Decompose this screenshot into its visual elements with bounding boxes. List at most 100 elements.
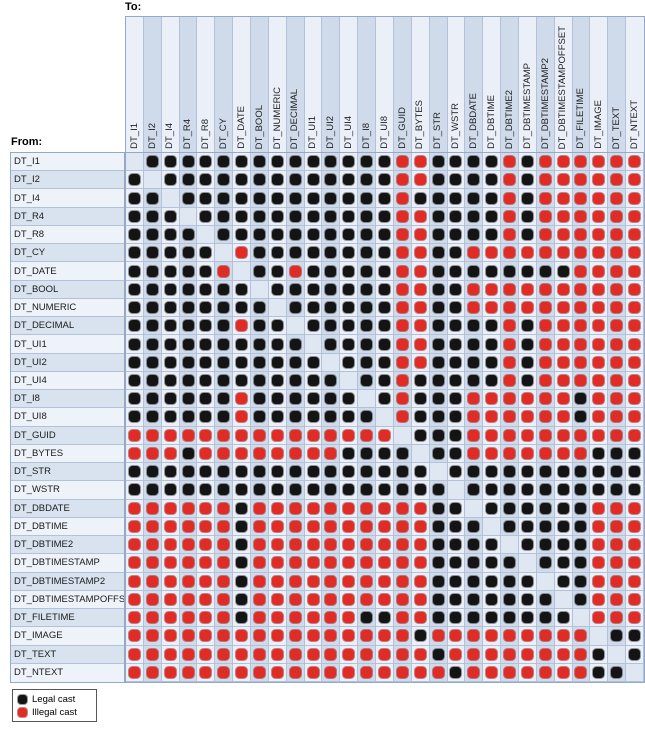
matrix-cell [215,390,234,409]
from-axis-label: From: [11,136,43,148]
matrix-cell [501,499,519,518]
legal-cast-dot [218,320,230,332]
matrix-cell [197,590,216,610]
legal-cast-dot [432,502,444,514]
illegal-cast-dot [629,265,641,277]
legal-cast-dot [468,612,480,624]
matrix-cell [215,481,234,500]
illegal-cast-dot [164,502,176,514]
matrix-cell [233,353,252,372]
legal-cast-dot [575,557,587,569]
legal-cast-dot [271,192,283,204]
matrix-cell [161,280,180,299]
illegal-cast-dot [218,447,230,459]
illegal-cast-dot [200,557,212,569]
matrix-cell [572,554,591,573]
legal-cast-dot [271,466,283,478]
matrix-cell [554,298,573,318]
legal-cast-dot [396,466,408,478]
matrix-cell [501,280,519,299]
illegal-cast-dot [378,648,390,660]
legal-cast-dot [450,429,462,441]
legal-cast-dot [307,192,319,204]
matrix-cell [393,590,412,610]
legal-cast-dot [557,466,569,478]
column-header-dt_wstr: DT_WSTR [447,17,466,152]
matrix-cell [233,317,252,336]
matrix-cell [572,280,591,299]
illegal-cast-dot [325,520,337,532]
matrix-cell [608,408,627,427]
illegal-cast-dot [396,229,408,241]
illegal-cast-dot [593,411,605,423]
legal-cast-dot [450,593,462,605]
illegal-cast-dot [289,666,301,678]
matrix-cell [411,554,430,573]
legal-cast-dot [128,265,140,277]
illegal-cast-dot [486,630,498,642]
illegal-cast-dot [378,575,390,587]
column-header-dt_i2: DT_I2 [143,17,162,152]
legal-cast-dot [289,229,301,241]
matrix-cell [447,335,466,354]
matrix-cell [126,353,144,372]
legal-cast-dot [450,283,462,295]
legal-cast-dot [486,210,498,222]
matrix-cell [268,171,287,190]
matrix-cell [447,225,466,245]
illegal-cast-dot [325,575,337,587]
illegal-cast-dot [557,411,569,423]
legal-cast-dot [539,520,551,532]
matrix-cell [340,590,359,610]
illegal-cast-dot [486,283,498,295]
illegal-cast-dot [414,247,426,259]
illegal-cast-dot [218,265,230,277]
matrix-cell [554,317,573,336]
matrix-cell [483,262,502,281]
legal-cast-dot [146,247,158,259]
matrix-cell [233,335,252,354]
illegal-cast-dot [611,429,623,441]
matrix-cell [483,517,502,537]
matrix-cell [126,317,144,336]
matrix-cell [411,353,430,372]
legal-cast-dot [521,229,533,241]
matrix-cell [143,663,162,682]
illegal-cast-dot [468,447,480,459]
matrix-cell [358,554,377,573]
illegal-cast-dot [396,302,408,314]
illegal-cast-dot [414,520,426,532]
legal-cast-dot [432,612,444,624]
illegal-cast-dot [450,630,462,642]
legal-cast-dot [629,447,641,459]
matrix-cell [215,335,234,354]
matrix-cell [304,280,323,299]
matrix-cell [554,171,573,190]
illegal-cast-dot [611,229,623,241]
legal-cast-dot [218,393,230,405]
matrix-cell [179,207,198,226]
illegal-cast-dot [521,447,533,459]
matrix-cell [286,408,305,427]
illegal-cast-dot [486,447,498,459]
legal-cast-dot [557,265,569,277]
matrix-cell [340,645,359,664]
matrix-cell [393,207,412,226]
illegal-cast-dot [629,612,641,624]
matrix-cell [626,207,644,226]
matrix-cell [447,645,466,664]
illegal-cast-dot [414,338,426,350]
matrix-cell [536,171,555,190]
illegal-cast-dot [575,630,587,642]
matrix-cell [590,645,609,664]
matrix-cell [590,353,609,372]
illegal-cast-dot [557,156,569,168]
legal-cast-dot [200,174,212,186]
illegal-cast-dot [396,393,408,405]
matrix-cell [251,627,269,646]
illegal-cast-dot [521,648,533,660]
illegal-cast-dot [361,666,373,678]
matrix-cell [554,663,573,682]
legal-cast-dot [468,265,480,277]
legal-cast-dot [253,174,265,186]
